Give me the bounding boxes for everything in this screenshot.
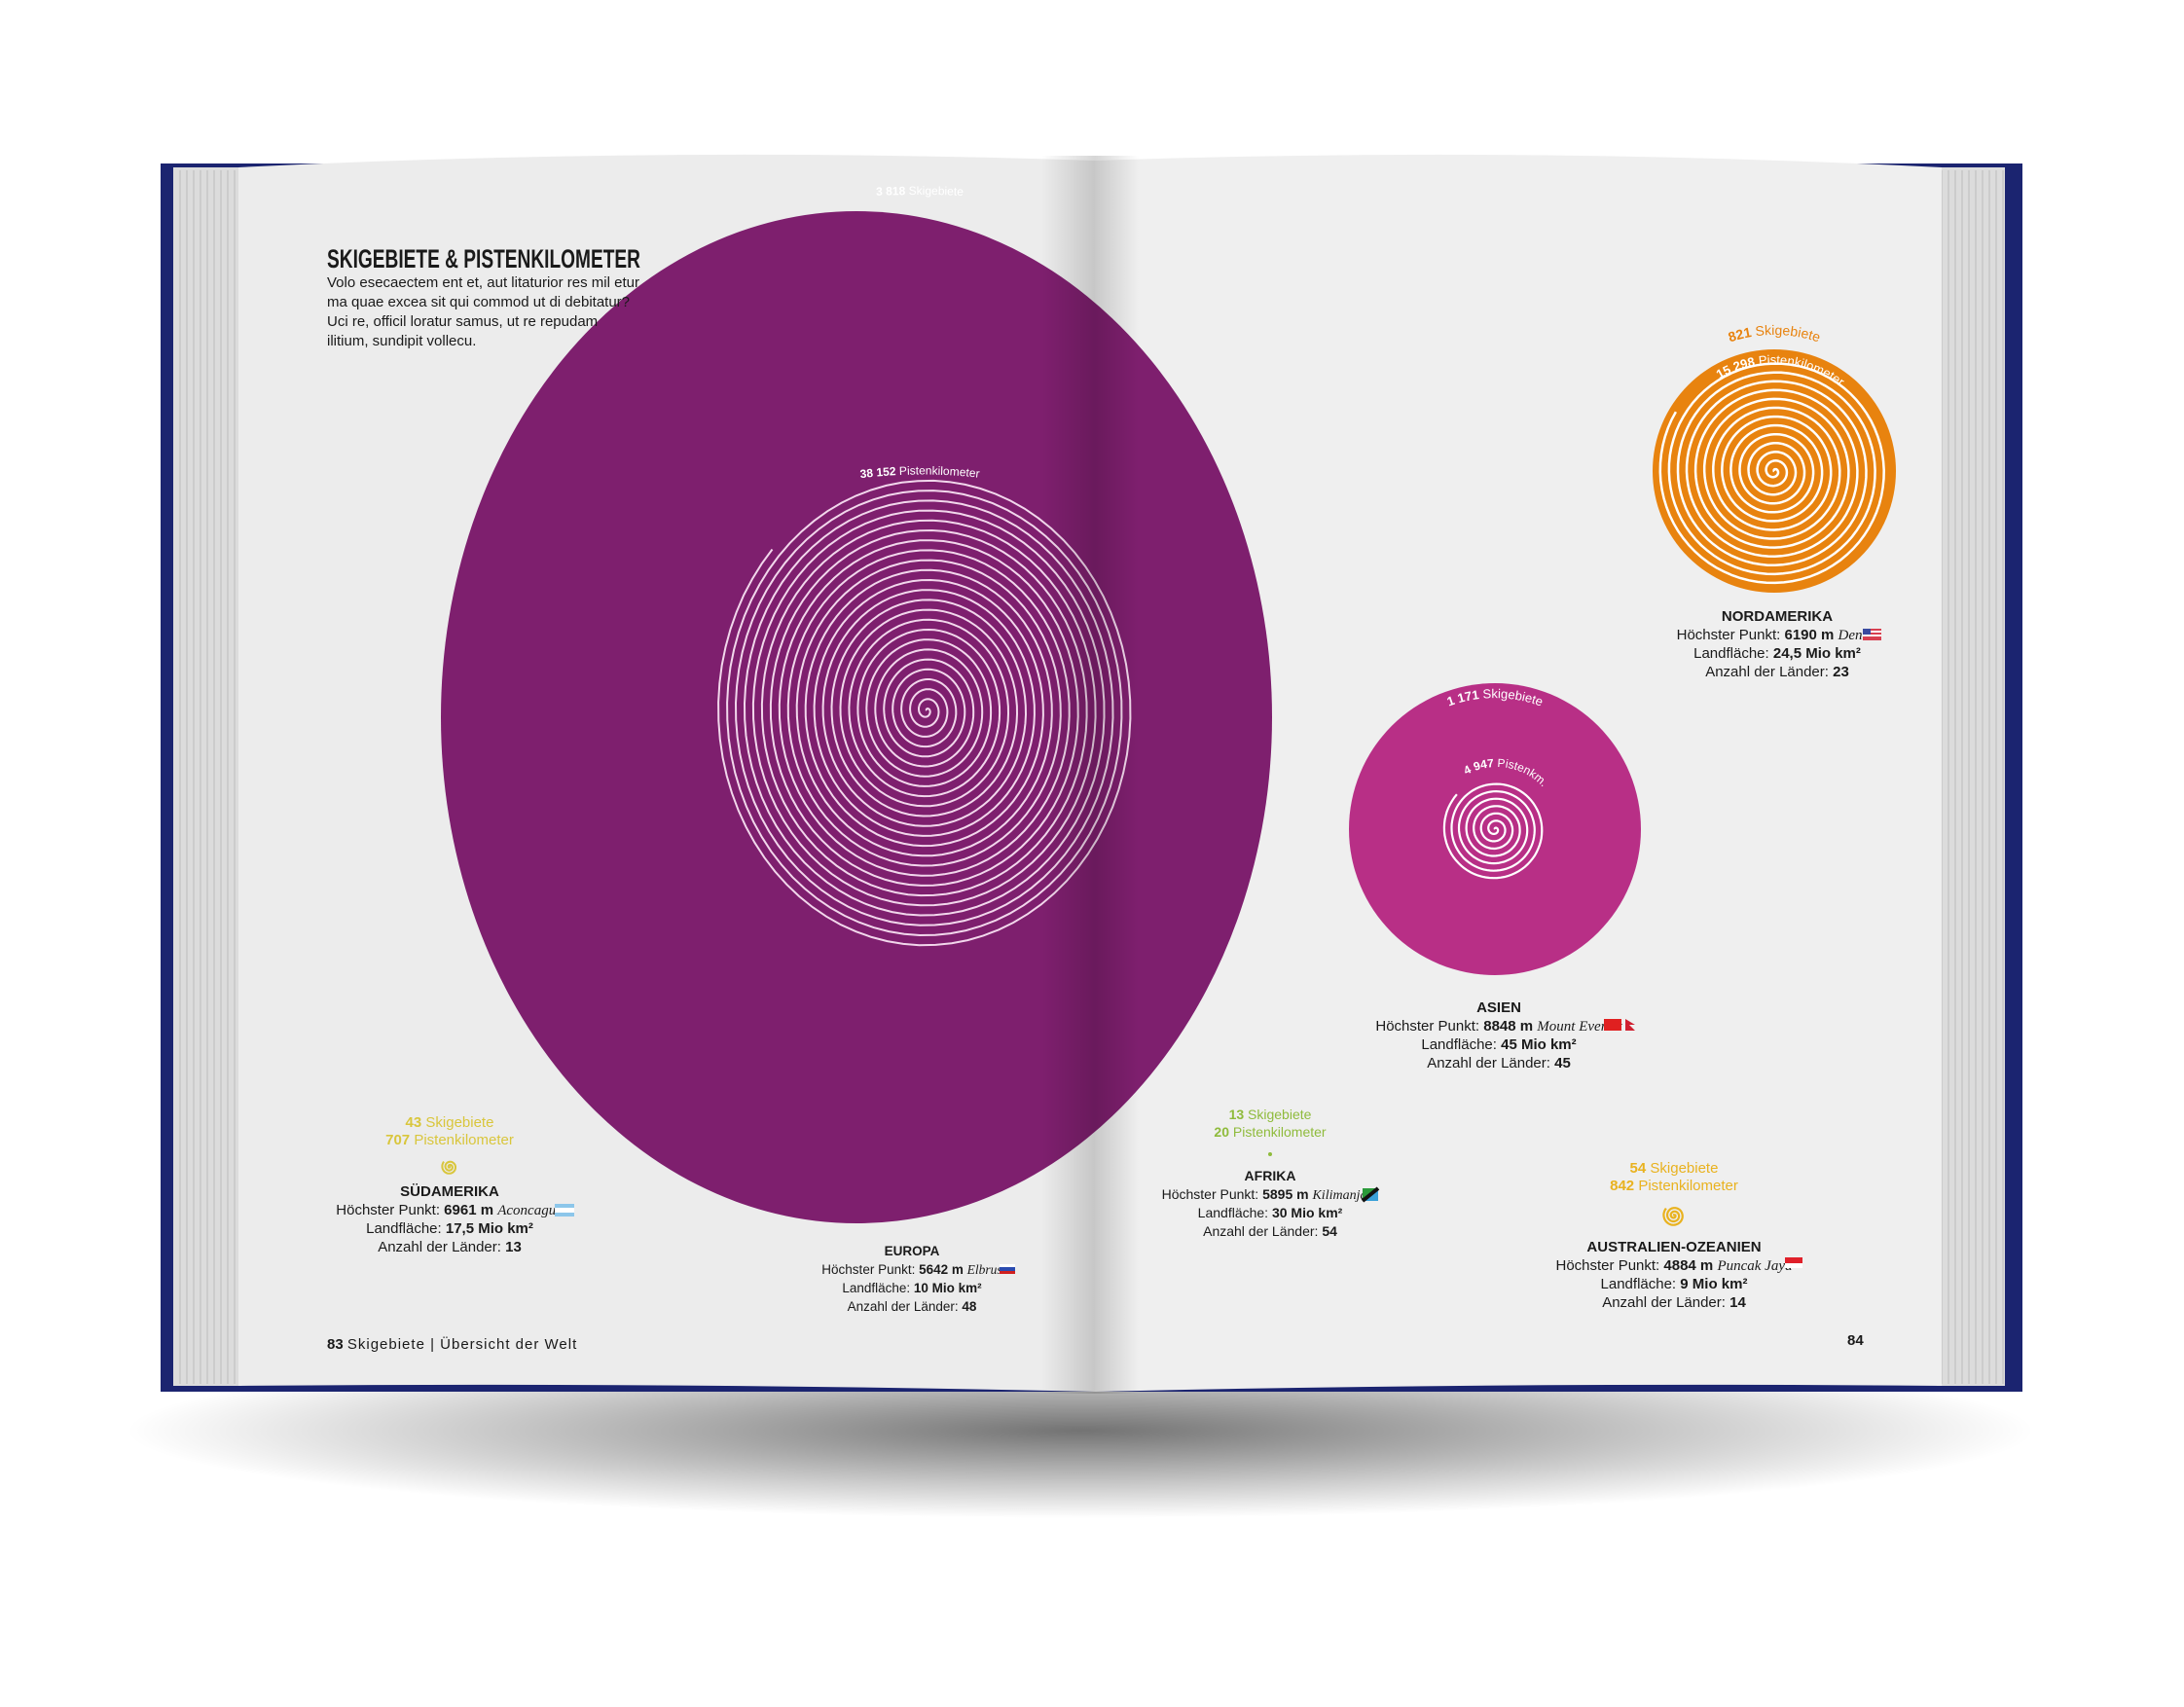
gutter-shade-left [1041, 156, 1095, 1394]
svg-text:ASIEN: ASIEN [1476, 999, 1521, 1016]
europa-skigebiete-label: 3 818 Skigebiete [876, 184, 965, 199]
afrika-block: 13 Skigebiete 20 Pistenkilometer AFRIKA … [1162, 1107, 1380, 1239]
suedamerika-spiral [441, 1160, 456, 1175]
australien-spiral [1662, 1207, 1684, 1226]
svg-text:13 Skigebiete: 13 Skigebiete [1229, 1107, 1312, 1122]
svg-text:Anzahl der Länder: 13: Anzahl der Länder: 13 [378, 1239, 522, 1255]
svg-text:Höchster Punkt: 6961 m Aconcag: Höchster Punkt: 6961 m Aconcagua [336, 1202, 563, 1218]
svg-text:20 Pistenkilometer: 20 Pistenkilometer [1214, 1124, 1327, 1140]
flag-indonesia-icon [1785, 1257, 1802, 1268]
svg-text:AUSTRALIEN-OZEANIEN: AUSTRALIEN-OZEANIEN [1586, 1239, 1761, 1255]
svg-text:AFRIKA: AFRIKA [1245, 1168, 1296, 1183]
footer-page-number-right: 84 [1847, 1332, 1864, 1349]
svg-text:Anzahl der Länder: 23: Anzahl der Länder: 23 [1705, 664, 1849, 680]
svg-text:Landfläche: 24,5 Mio km²: Landfläche: 24,5 Mio km² [1693, 645, 1861, 662]
gutter-shade-right [1095, 156, 1139, 1394]
intro-text: Volo esecaectem ent et, aut litaturior r… [327, 274, 639, 349]
svg-text:842 Pistenkilometer: 842 Pistenkilometer [1610, 1178, 1738, 1194]
svg-text:54 Skigebiete: 54 Skigebiete [1630, 1160, 1719, 1177]
page-title: SKIGEBIETE & PISTENKILOMETER [327, 244, 640, 273]
europa-pistenkm-label: 38 152 Pistenkilometer [859, 463, 980, 481]
flag-usa-icon [1863, 629, 1881, 640]
asien-block: ASIEN Höchster Punkt: 8848 m Mount Evere… [1375, 999, 1635, 1071]
svg-text:ma quae excea sit qui commod u: ma quae excea sit qui commod ut di debit… [327, 294, 630, 310]
svg-text:NORDAMERIKA: NORDAMERIKA [1722, 608, 1833, 625]
europa-circle [441, 211, 1272, 1223]
page-edge-right [1937, 167, 2005, 1386]
svg-text:Anzahl der Länder: 54: Anzahl der Länder: 54 [1203, 1223, 1337, 1239]
page-edge-lines [179, 170, 2004, 1384]
svg-text:Landfläche: 30 Mio km²: Landfläche: 30 Mio km² [1198, 1205, 1343, 1220]
svg-text:Landfläche: 45 Mio km²: Landfläche: 45 Mio km² [1421, 1036, 1576, 1053]
svg-text:Landfläche: 17,5 Mio km²: Landfläche: 17,5 Mio km² [366, 1220, 533, 1237]
flag-china-nepal-icon [1604, 1019, 1635, 1031]
svg-text:SÜDAMERIKA: SÜDAMERIKA [400, 1183, 499, 1200]
svg-text:Höchster Punkt: 5895 m Kiliman: Höchster Punkt: 5895 m Kilimanjaro [1162, 1186, 1379, 1203]
footer-left: 83 Skigebiete | Übersicht der Welt [327, 1335, 577, 1353]
svg-text:Höchster Punkt: 5642 m Elbrus: Höchster Punkt: 5642 m Elbrus [821, 1262, 1001, 1277]
europa-spiral [717, 479, 1132, 947]
svg-text:ilitium, sundipit vollecu.: ilitium, sundipit vollecu. [327, 333, 476, 349]
flag-russia-icon [1000, 1264, 1015, 1274]
svg-text:Anzahl der Länder: 45: Anzahl der Länder: 45 [1427, 1055, 1571, 1071]
flag-tanzania-icon [1361, 1186, 1380, 1203]
svg-text:EUROPA: EUROPA [885, 1244, 940, 1258]
asien-spiral [1442, 782, 1544, 880]
svg-text:Höchster Punkt: 6190 m Denali: Höchster Punkt: 6190 m Denali [1677, 627, 1878, 643]
svg-text:Landfläche: 9 Mio km²: Landfläche: 9 Mio km² [1601, 1276, 1748, 1292]
nordamerika-block: NORDAMERIKA Höchster Punkt: 6190 m Denal… [1677, 608, 1881, 680]
svg-text:Landfläche: 10 Mio km²: Landfläche: 10 Mio km² [842, 1281, 982, 1295]
svg-text:Anzahl der Länder: 48: Anzahl der Länder: 48 [848, 1299, 977, 1314]
australien-block: 54 Skigebiete 842 Pistenkilometer AUSTRA… [1556, 1160, 1802, 1311]
nordamerika-spiral [1658, 362, 1885, 585]
svg-text:Anzahl der Länder: 14: Anzahl der Länder: 14 [1602, 1294, 1746, 1311]
afrika-dot [1268, 1152, 1272, 1156]
svg-text:707 Pistenkilometer: 707 Pistenkilometer [385, 1132, 514, 1148]
svg-text:Uci re, officil loratur samus,: Uci re, officil loratur samus, ut re rep… [327, 313, 598, 330]
europa-block: EUROPA Höchster Punkt: 5642 m Elbrus Lan… [821, 1244, 1015, 1314]
svg-text:Höchster Punkt: 4884 m Puncak: Höchster Punkt: 4884 m Puncak Jaya [1556, 1257, 1793, 1274]
svg-text:Volo esecaectem ent et, aut li: Volo esecaectem ent et, aut litaturior r… [327, 274, 639, 291]
svg-text:Höchster Punkt: 8848 m Mount E: Höchster Punkt: 8848 m Mount Everest [1375, 1018, 1622, 1035]
flag-argentina-icon [555, 1204, 574, 1217]
suedamerika-block: 43 Skigebiete 707 Pistenkilometer SÜDAME… [336, 1114, 574, 1255]
svg-text:43 Skigebiete: 43 Skigebiete [406, 1114, 494, 1131]
